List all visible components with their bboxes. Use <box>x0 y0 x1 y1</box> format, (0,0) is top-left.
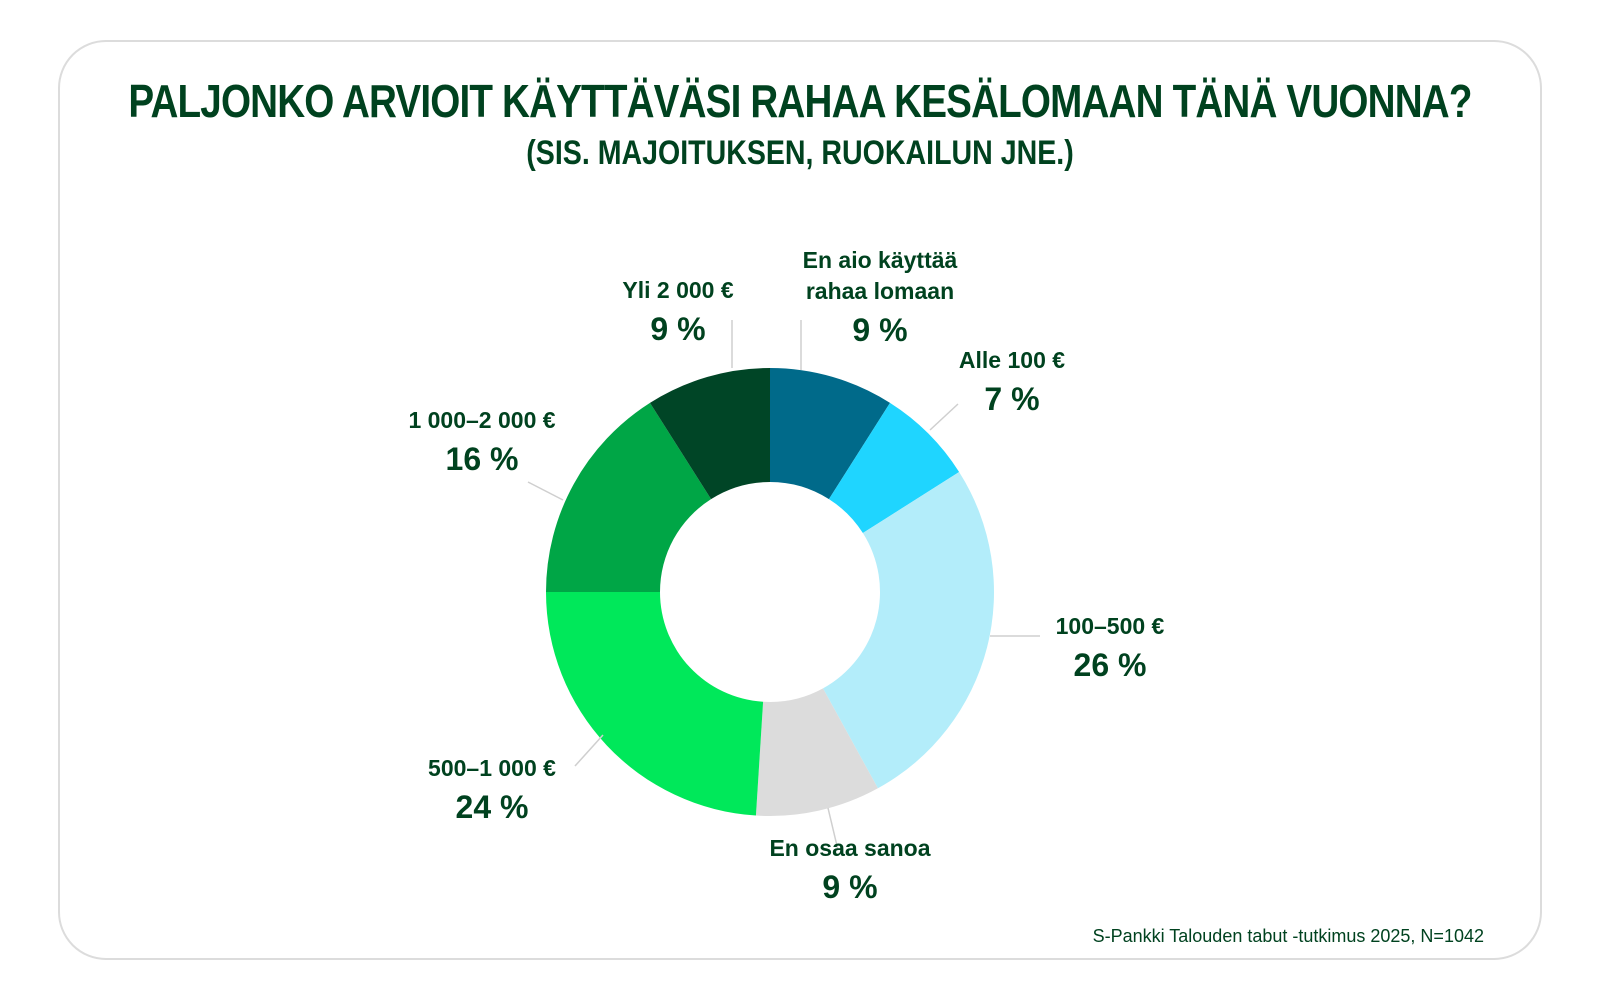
chart-subtitle: (SIS. MAJOITUKSEN, RUOKAILUN JNE.) <box>526 134 1074 172</box>
slice-label: rahaa lomaan <box>806 278 954 304</box>
slice-value-label: 9 % <box>822 869 877 905</box>
slice-value-label: 7 % <box>984 381 1039 417</box>
slice-label: En osaa sanoa <box>769 835 930 861</box>
chart-title: PALJONKO ARVIOIT KÄYTTÄVÄSI RAHAA KESÄLO… <box>128 75 1472 127</box>
slice-label: Yli 2 000 € <box>622 277 733 303</box>
slice-value-label: 26 % <box>1074 647 1147 683</box>
slice-value-label: 9 % <box>852 312 907 348</box>
slice-label: 100–500 € <box>1056 613 1165 639</box>
source-note: S-Pankki Talouden tabut -tutkimus 2025, … <box>1092 926 1484 946</box>
donut-slice <box>649 368 770 500</box>
leader-line <box>574 734 604 767</box>
slice-label: Alle 100 € <box>959 347 1065 373</box>
donut-slice <box>546 592 764 816</box>
slice-label: 1 000–2 000 € <box>408 407 555 433</box>
leader-line <box>827 807 839 851</box>
leader-line <box>929 403 959 431</box>
donut-slice <box>546 402 712 592</box>
leader-line <box>527 481 564 501</box>
donut-slice <box>770 368 891 500</box>
donut-slice <box>828 402 960 534</box>
slice-label: 500–1 000 € <box>428 755 556 781</box>
slice-value-label: 24 % <box>456 789 529 825</box>
slice-value-label: 16 % <box>446 441 519 477</box>
donut-slice <box>822 471 995 789</box>
slice-label: En aio käyttää <box>803 247 958 273</box>
donut-slice <box>755 688 878 817</box>
slice-value-label: 9 % <box>650 311 705 347</box>
